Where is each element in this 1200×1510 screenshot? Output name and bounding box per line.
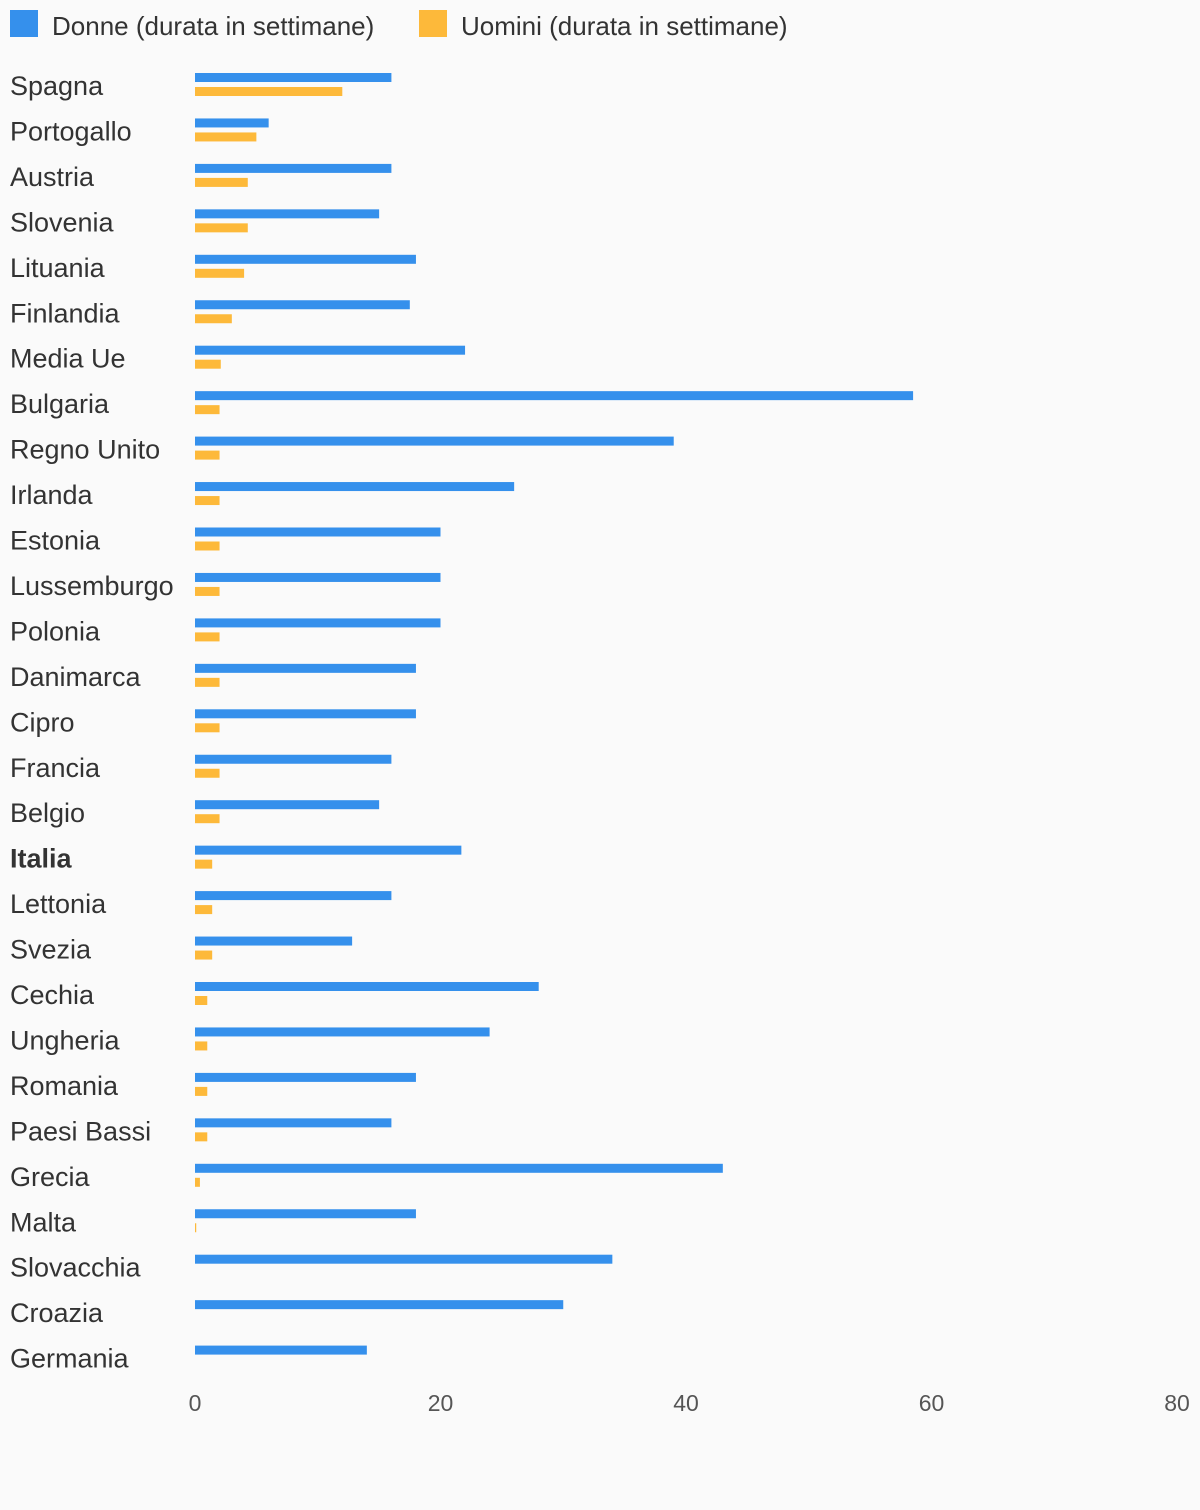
category-label: Media Ue <box>10 344 126 374</box>
bar-men-belgio <box>195 814 220 824</box>
bar-men-ungheria <box>195 1041 208 1051</box>
x-tick-label: 0 <box>189 1390 202 1416</box>
bar-women-germania <box>195 1345 367 1355</box>
bar-women-francia <box>195 754 392 764</box>
bar-men-paesi-bassi <box>195 1132 208 1142</box>
category-label: Estonia <box>10 526 101 556</box>
bar-women-cechia <box>195 982 539 991</box>
category-label: Austria <box>10 162 95 192</box>
category-label: Germania <box>10 1344 130 1374</box>
bar-women-malta <box>195 1209 416 1219</box>
category-label: Slovenia <box>10 207 115 237</box>
legend-label-men: Uomini (durata in settimane) <box>461 11 788 41</box>
bar-men-romania <box>195 1086 208 1096</box>
bar-women-romania <box>195 1072 416 1082</box>
category-label: Belgio <box>10 798 85 828</box>
category-label: Polonia <box>10 616 101 646</box>
bar-men-finlandia <box>195 314 232 324</box>
category-label: Malta <box>10 1207 77 1237</box>
bar-women-regno-unito <box>195 436 674 446</box>
bar-women-lettonia <box>195 891 392 901</box>
category-label: Regno Unito <box>10 435 160 465</box>
bar-men-media-ue <box>195 359 221 369</box>
bar-women-lituania <box>195 254 416 264</box>
bar-men-spagna <box>195 87 343 96</box>
category-label: Ungheria <box>10 1025 121 1055</box>
bar-women-ungheria <box>195 1027 490 1037</box>
bar-women-grecia <box>195 1163 723 1173</box>
category-label: Lussemburgo <box>10 571 174 601</box>
category-label: Francia <box>10 753 101 783</box>
bar-women-danimarca <box>195 663 416 673</box>
category-label: Croazia <box>10 1298 104 1328</box>
bar-men-grecia <box>195 1177 200 1187</box>
bar-women-estonia <box>195 527 441 537</box>
category-label: Bulgaria <box>10 389 110 419</box>
bar-men-francia <box>195 768 220 778</box>
bar-women-polonia <box>195 618 441 628</box>
bar-men-austria <box>195 177 248 187</box>
category-label: Danimarca <box>10 662 142 692</box>
x-tick-label: 20 <box>428 1390 454 1416</box>
bar-men-svezia <box>195 950 213 960</box>
legend-label-women: Donne (durata in settimane) <box>52 11 374 41</box>
bar-women-belgio <box>195 800 380 810</box>
category-label: Svezia <box>10 935 92 965</box>
x-tick-label: 60 <box>919 1390 945 1416</box>
bar-men-lussemburgo <box>195 586 220 596</box>
bar-men-slovenia <box>195 223 248 233</box>
category-label: Irlanda <box>10 480 94 510</box>
bar-men-danimarca <box>195 677 220 687</box>
bar-women-slovenia <box>195 209 380 219</box>
bar-women-lussemburgo <box>195 572 441 582</box>
category-label: Cechia <box>10 980 95 1010</box>
bar-men-lituania <box>195 268 245 278</box>
bar-men-polonia <box>195 632 220 642</box>
category-label: Italia <box>10 844 73 874</box>
category-label: Grecia <box>10 1162 91 1192</box>
bar-women-cipro <box>195 709 416 719</box>
bar-women-media-ue <box>195 345 466 355</box>
bar-women-portogallo <box>195 118 269 128</box>
category-label: Lituania <box>10 253 106 283</box>
bar-men-malta <box>195 1223 197 1233</box>
bar-men-italia <box>195 859 213 869</box>
bar-men-lettonia <box>195 905 213 915</box>
bar-men-portogallo <box>195 132 257 142</box>
category-label: Cipro <box>10 707 75 737</box>
bar-women-italia <box>195 845 462 855</box>
category-label: Lettonia <box>10 889 107 919</box>
x-axis-ticks: 0 20 40 60 80 <box>189 1390 1190 1416</box>
legend: Donne (durata in settimane) Uomini (dura… <box>10 10 788 41</box>
x-tick-label: 40 <box>673 1390 699 1416</box>
bar-women-spagna <box>195 73 392 82</box>
bar-women-svezia <box>195 936 353 946</box>
bar-men-regno-unito <box>195 450 220 460</box>
category-label: Romania <box>10 1071 119 1101</box>
bar-men-irlanda <box>195 496 220 506</box>
category-label: Spagna <box>10 71 104 101</box>
bar-women-paesi-bassi <box>195 1118 392 1128</box>
bar-men-cechia <box>195 996 208 1005</box>
bar-women-finlandia <box>195 300 410 310</box>
x-tick-label: 80 <box>1164 1390 1190 1416</box>
bar-women-irlanda <box>195 482 515 492</box>
bar-women-croazia <box>195 1300 564 1310</box>
bar-men-bulgaria <box>195 405 220 415</box>
category-labels: Spagna Portogallo Austria Slovenia Lituania F… <box>10 71 174 1374</box>
category-label: Portogallo <box>10 116 132 146</box>
bars <box>195 73 914 1355</box>
category-label: Finlandia <box>10 298 121 328</box>
legend-swatch-men <box>419 10 447 37</box>
bar-women-bulgaria <box>195 391 914 401</box>
bar-men-estonia <box>195 541 220 551</box>
bar-women-slovacchia <box>195 1254 613 1264</box>
category-label: Slovacchia <box>10 1253 142 1283</box>
category-label: Paesi Bassi <box>10 1116 151 1146</box>
legend-swatch-women <box>10 10 38 37</box>
bar-women-austria <box>195 163 392 173</box>
bar-men-cipro <box>195 723 220 733</box>
